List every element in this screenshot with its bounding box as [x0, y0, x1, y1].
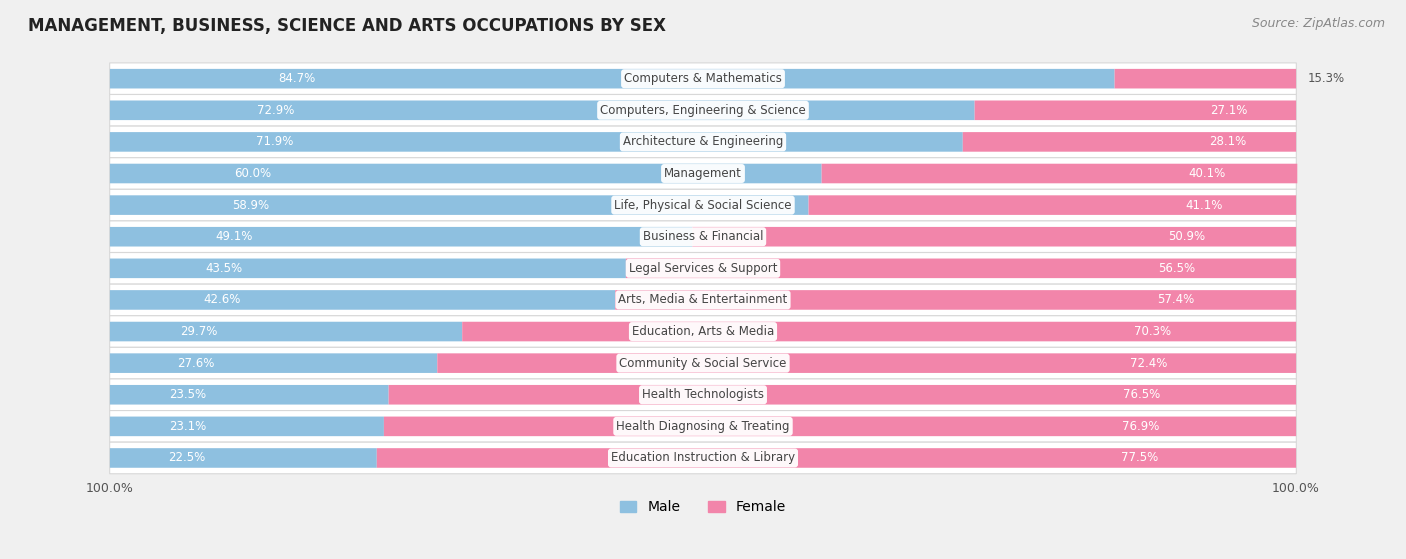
Text: 49.1%: 49.1% — [215, 230, 253, 243]
FancyBboxPatch shape — [110, 63, 1296, 94]
FancyBboxPatch shape — [110, 448, 377, 468]
Text: Health Diagnosing & Treating: Health Diagnosing & Treating — [616, 420, 790, 433]
FancyBboxPatch shape — [692, 227, 1296, 247]
Text: 76.9%: 76.9% — [1122, 420, 1160, 433]
FancyBboxPatch shape — [110, 132, 963, 151]
Text: 56.5%: 56.5% — [1159, 262, 1195, 275]
FancyBboxPatch shape — [110, 227, 692, 247]
Text: 71.9%: 71.9% — [256, 135, 292, 148]
Text: Architecture & Engineering: Architecture & Engineering — [623, 135, 783, 148]
FancyBboxPatch shape — [808, 195, 1296, 215]
Text: Community & Social Service: Community & Social Service — [619, 357, 787, 369]
Text: Management: Management — [664, 167, 742, 180]
FancyBboxPatch shape — [463, 322, 1296, 342]
Text: 23.1%: 23.1% — [169, 420, 207, 433]
FancyBboxPatch shape — [110, 316, 1296, 347]
Text: 27.1%: 27.1% — [1211, 104, 1249, 117]
FancyBboxPatch shape — [110, 190, 1296, 221]
Text: Business & Financial: Business & Financial — [643, 230, 763, 243]
FancyBboxPatch shape — [377, 448, 1296, 468]
FancyBboxPatch shape — [110, 221, 1296, 253]
FancyBboxPatch shape — [110, 101, 974, 120]
Text: 41.1%: 41.1% — [1185, 198, 1223, 212]
Text: Health Technologists: Health Technologists — [643, 389, 763, 401]
Text: 60.0%: 60.0% — [235, 167, 271, 180]
Text: MANAGEMENT, BUSINESS, SCIENCE AND ARTS OCCUPATIONS BY SEX: MANAGEMENT, BUSINESS, SCIENCE AND ARTS O… — [28, 17, 666, 35]
FancyBboxPatch shape — [384, 416, 1296, 436]
FancyBboxPatch shape — [110, 195, 808, 215]
Text: Education, Arts & Media: Education, Arts & Media — [631, 325, 775, 338]
Text: 43.5%: 43.5% — [205, 262, 242, 275]
Text: 27.6%: 27.6% — [177, 357, 214, 369]
FancyBboxPatch shape — [110, 410, 1296, 442]
FancyBboxPatch shape — [110, 353, 437, 373]
Text: 50.9%: 50.9% — [1168, 230, 1205, 243]
Text: 22.5%: 22.5% — [167, 452, 205, 465]
Legend: Male, Female: Male, Female — [614, 495, 792, 520]
Text: 40.1%: 40.1% — [1188, 167, 1226, 180]
FancyBboxPatch shape — [110, 69, 1115, 88]
Text: Life, Physical & Social Science: Life, Physical & Social Science — [614, 198, 792, 212]
Text: 76.5%: 76.5% — [1123, 389, 1160, 401]
FancyBboxPatch shape — [437, 353, 1296, 373]
Text: 58.9%: 58.9% — [232, 198, 270, 212]
Text: 29.7%: 29.7% — [180, 325, 218, 338]
FancyBboxPatch shape — [974, 101, 1296, 120]
Text: 28.1%: 28.1% — [1209, 135, 1246, 148]
FancyBboxPatch shape — [963, 132, 1296, 151]
FancyBboxPatch shape — [110, 164, 821, 183]
FancyBboxPatch shape — [110, 126, 1296, 158]
Text: 42.6%: 42.6% — [204, 293, 240, 306]
FancyBboxPatch shape — [110, 94, 1296, 126]
Text: Legal Services & Support: Legal Services & Support — [628, 262, 778, 275]
FancyBboxPatch shape — [110, 442, 1296, 474]
Text: 84.7%: 84.7% — [278, 72, 316, 85]
Text: 23.5%: 23.5% — [170, 389, 207, 401]
Text: Source: ZipAtlas.com: Source: ZipAtlas.com — [1251, 17, 1385, 30]
FancyBboxPatch shape — [110, 158, 1296, 190]
Text: Computers & Mathematics: Computers & Mathematics — [624, 72, 782, 85]
FancyBboxPatch shape — [1115, 69, 1296, 88]
FancyBboxPatch shape — [110, 322, 463, 342]
Text: 72.4%: 72.4% — [1130, 357, 1167, 369]
FancyBboxPatch shape — [110, 379, 1296, 410]
FancyBboxPatch shape — [110, 347, 1296, 379]
Text: Education Instruction & Library: Education Instruction & Library — [612, 452, 794, 465]
Text: Arts, Media & Entertainment: Arts, Media & Entertainment — [619, 293, 787, 306]
FancyBboxPatch shape — [110, 258, 626, 278]
FancyBboxPatch shape — [616, 290, 1296, 310]
Text: 15.3%: 15.3% — [1308, 72, 1346, 85]
Text: 77.5%: 77.5% — [1121, 452, 1159, 465]
Text: 57.4%: 57.4% — [1157, 293, 1194, 306]
FancyBboxPatch shape — [110, 284, 1296, 316]
FancyBboxPatch shape — [821, 164, 1298, 183]
FancyBboxPatch shape — [626, 258, 1296, 278]
FancyBboxPatch shape — [110, 416, 384, 436]
Text: Computers, Engineering & Science: Computers, Engineering & Science — [600, 104, 806, 117]
FancyBboxPatch shape — [110, 253, 1296, 284]
FancyBboxPatch shape — [110, 290, 616, 310]
FancyBboxPatch shape — [388, 385, 1296, 405]
Text: 70.3%: 70.3% — [1133, 325, 1171, 338]
Text: 72.9%: 72.9% — [257, 104, 295, 117]
FancyBboxPatch shape — [110, 385, 388, 405]
